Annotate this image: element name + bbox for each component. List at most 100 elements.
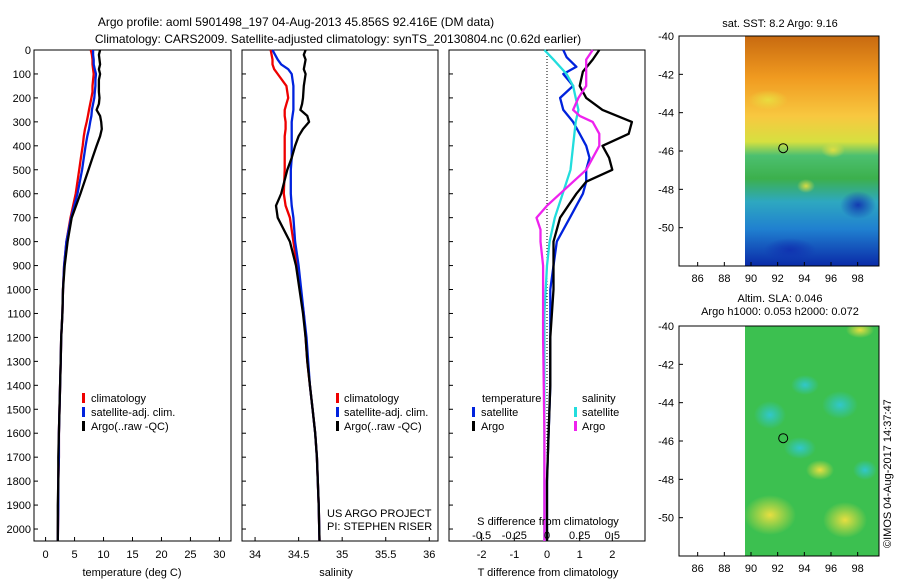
legend-label-climatology: climatology: [344, 393, 400, 405]
s-difference-axis-label: S difference from climatology: [477, 516, 619, 528]
legend-label-s-argo: Argo: [582, 421, 605, 433]
sla-lon-tick-label: 90: [745, 563, 757, 575]
sla-lon-tick-label: 86: [692, 563, 704, 575]
sst-lat-tick-label: -42: [658, 69, 674, 81]
depth-tick-label: 700: [13, 213, 31, 225]
legend-swatch-climatology: [82, 393, 85, 403]
s-difference-x-tick-label: 0: [544, 530, 550, 542]
sst-warm-patch: [821, 142, 845, 158]
depth-tick-label: 100: [13, 69, 31, 81]
legend-swatch-satellite: [82, 407, 85, 417]
depth-tick-label: 400: [13, 141, 31, 153]
principal-investigator: PI: STEPHEN RISER: [327, 521, 432, 533]
sst-field: [745, 36, 879, 266]
legend-label-s-satellite: satellite: [582, 407, 619, 419]
sla-map-title-line1: Altim. SLA: 0.046: [738, 293, 823, 305]
legend-label-climatology: climatology: [91, 393, 147, 405]
legend-title-salinity: salinity: [582, 393, 616, 405]
temperature-argo-line: [56, 49, 103, 541]
sla-lat-tick-label: -42: [658, 359, 674, 371]
difference-panel: -2 -1 0 1 2 -0.5 -0.25 0 0.25 0.5 temperature sal…: [448, 49, 646, 579]
depth-tick-label: 0: [25, 45, 31, 57]
temperature-x-tick-label: 10: [97, 549, 109, 561]
sla-low-patch: [853, 460, 877, 480]
depth-tick-label: 500: [13, 165, 31, 177]
depth-tick-label: 1300: [7, 356, 31, 368]
sst-cold-eddy: [840, 191, 876, 219]
salinity-plot-frame: [241, 49, 439, 542]
sst-lon-tick-label: 98: [852, 273, 864, 285]
s-difference-x-tick-label: 0.5: [605, 530, 620, 542]
salinity-satellite-adj-line: [271, 49, 321, 542]
salinity-legend: climatology satellite-adj. clim. Argo(..…: [336, 393, 428, 433]
sst-lon-tick-label: 96: [825, 273, 837, 285]
salinity-x-tick-label: 35: [336, 549, 348, 561]
salinity-argo-line: [274, 49, 321, 542]
sst-warm-patch: [797, 179, 815, 193]
diff-temperature-argo-line: [545, 49, 634, 541]
temperature-panel: 0100200300400500600700800900100011001200…: [7, 45, 232, 579]
sst-lat-tick-label: -50: [658, 223, 674, 235]
sla-lat-tick-label: -50: [658, 513, 674, 525]
sla-low-patch: [791, 375, 819, 395]
project-name: US ARGO PROJECT: [327, 508, 432, 520]
sla-lat-tick-label: -44: [658, 398, 674, 410]
legend-label-argo: Argo(..raw -QC): [344, 421, 422, 433]
depth-tick-label: 1700: [7, 452, 31, 464]
sst-lon-tick-label: 90: [745, 273, 757, 285]
depth-tick-label: 1800: [7, 476, 31, 488]
legend-label-satellite: satellite-adj. clim.: [91, 407, 175, 419]
sla-high-patch: [745, 495, 796, 535]
depth-tick-label: 1400: [7, 380, 31, 392]
depth-tick-label: 1200: [7, 332, 31, 344]
temperature-x-tick-label: 0: [43, 549, 49, 561]
sla-lon-tick-label: 88: [718, 563, 730, 575]
depth-tick-label: 300: [13, 117, 31, 129]
depth-tick-label: 900: [13, 261, 31, 273]
legend-swatch-s-argo: [574, 421, 577, 431]
legend-label-argo: Argo(..raw -QC): [91, 421, 169, 433]
sst-warm-patch: [748, 90, 788, 110]
sla-high-patch: [846, 326, 874, 338]
sst-lat-tick-label: -40: [658, 31, 674, 43]
depth-tick-label: 1900: [7, 500, 31, 512]
depth-tick-label: 2000: [7, 524, 31, 536]
sst-lon-tick-label: 88: [718, 273, 730, 285]
salinity-x-tick-label: 34.5: [288, 549, 309, 561]
temperature-x-tick-label: 20: [155, 549, 167, 561]
sst-argo-position-marker: [778, 143, 789, 154]
t-difference-x-tick-label: -1: [509, 549, 519, 561]
t-difference-xlabel: T difference from climatology: [478, 567, 619, 579]
sla-lon-tick-label: 94: [798, 563, 810, 575]
depth-tick-label: 1500: [7, 404, 31, 416]
legend-swatch-climatology: [336, 393, 339, 403]
legend-label-t-satellite: satellite: [481, 407, 518, 419]
depth-tick-label: 200: [13, 93, 31, 105]
salinity-x-tick-label: 35.5: [375, 549, 396, 561]
temperature-x-tick-label: 25: [184, 549, 196, 561]
sla-lon-tick-label: 96: [825, 563, 837, 575]
sst-lat-tick-label: -46: [658, 146, 674, 158]
legend-swatch-satellite: [336, 407, 339, 417]
t-difference-x-tick-label: 1: [577, 549, 583, 561]
sla-lon-tick-label: 92: [772, 563, 784, 575]
sla-map-title-line2: Argo h1000: 0.053 h2000: 0.072: [701, 306, 859, 318]
temperature-x-tick-label: 15: [126, 549, 138, 561]
salinity-x-tick-label: 34: [249, 549, 261, 561]
legend-swatch-s-satellite: [574, 407, 577, 417]
sla-high-patch: [823, 502, 867, 538]
sla-high-patch: [806, 460, 834, 480]
sst-lon-tick-label: 92: [772, 273, 784, 285]
salinity-xlabel: salinity: [319, 567, 353, 579]
depth-tick-label: 600: [13, 189, 31, 201]
sst-lon-tick-label: 94: [798, 273, 810, 285]
sla-argo-position-marker: [778, 433, 789, 444]
legend-swatch-t-satellite: [472, 407, 475, 417]
sst-lat-tick-label: -48: [658, 184, 674, 196]
difference-legend: temperature salinity satellite Argo sate…: [472, 393, 619, 433]
t-difference-x-tick-label: 0: [544, 549, 550, 561]
legend-swatch-t-argo: [472, 421, 475, 431]
s-difference-x-tick-label: 0.25: [569, 530, 590, 542]
legend-title-temperature: temperature: [482, 393, 541, 405]
salinity-climatology-line: [269, 49, 321, 542]
